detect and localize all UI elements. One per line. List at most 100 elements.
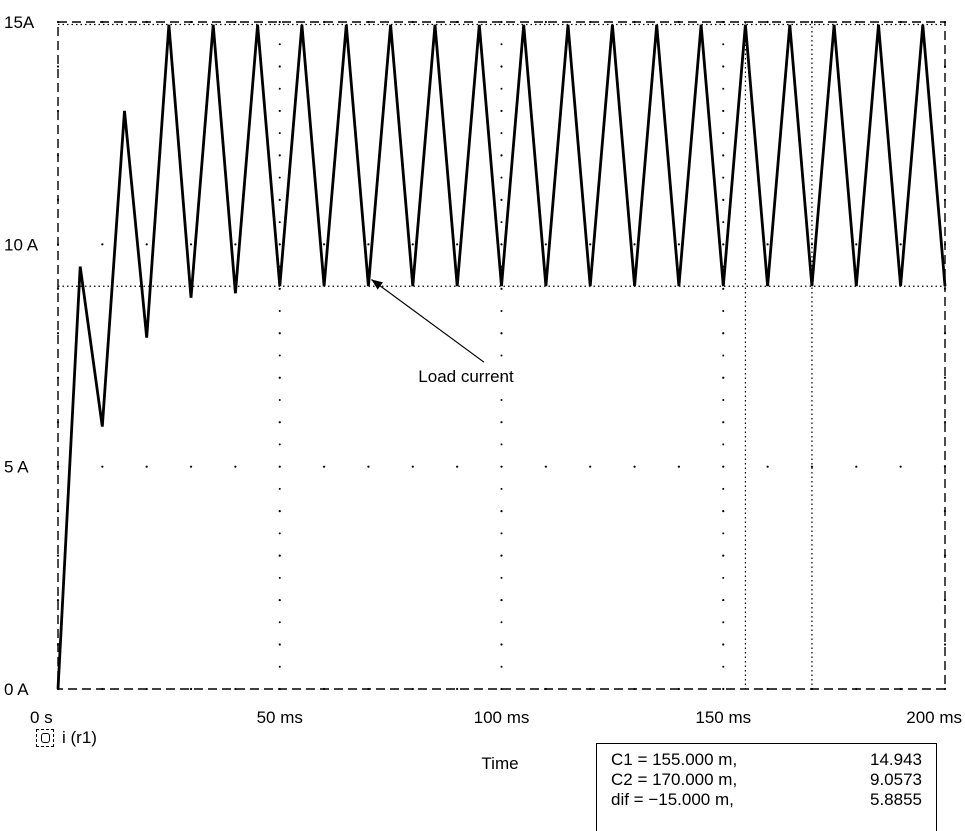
grid-dot xyxy=(722,510,725,513)
grid-dot xyxy=(722,465,725,468)
grid-dot xyxy=(278,487,281,490)
cursor-lines xyxy=(58,22,945,689)
grid-dot xyxy=(500,398,503,401)
grid-dot xyxy=(278,132,281,135)
grid-dot xyxy=(234,465,237,468)
x-axis-label: Time xyxy=(481,754,518,773)
grid-dot xyxy=(500,621,503,624)
cursor-readout-box: C1 = 155.000 m, 14.943 C2 = 170.000 m, 9… xyxy=(596,743,937,831)
cursor-row-dif: dif = −15.000 m, 5.8855 xyxy=(611,790,922,810)
grid-dot xyxy=(722,354,725,357)
grid-dot xyxy=(500,421,503,424)
grid-dot xyxy=(722,109,725,113)
grid-dot xyxy=(101,243,104,246)
grid-dot xyxy=(722,643,725,646)
grid-dot xyxy=(56,287,60,290)
grid-dot xyxy=(278,65,281,68)
grid-dot xyxy=(500,376,503,379)
grid-dot xyxy=(500,465,503,468)
grid-dot xyxy=(722,554,725,557)
grid-dot xyxy=(855,465,858,468)
grid-dot xyxy=(367,465,370,468)
grid-dot xyxy=(722,154,725,157)
grid-dot xyxy=(500,65,503,68)
grid-dot xyxy=(323,465,326,468)
grid-dot xyxy=(367,243,370,246)
grid-dot xyxy=(766,465,769,468)
grid-dot xyxy=(278,20,281,24)
grid-dot xyxy=(456,465,459,468)
grid-dot xyxy=(278,221,281,224)
grid-dot xyxy=(278,643,281,646)
grid-dot xyxy=(145,465,148,468)
annotation-label: Load current xyxy=(418,367,514,386)
grid-dot xyxy=(544,465,547,468)
grid-dot xyxy=(56,65,60,68)
grid-dot xyxy=(500,198,503,201)
annotation-arrow-line xyxy=(371,278,485,363)
grid-dot xyxy=(500,332,503,335)
grid-dot xyxy=(500,443,503,446)
grid-dot xyxy=(677,465,681,468)
grid-dot xyxy=(500,510,503,513)
grid-dot xyxy=(722,421,725,424)
grid-dot xyxy=(323,243,326,246)
annotation-arrow-head xyxy=(371,279,383,290)
cursor-c1-label: C1 = 155.000 m, xyxy=(611,750,738,769)
grid-dot xyxy=(766,20,769,24)
grid-dot xyxy=(500,554,503,557)
grid-dot xyxy=(278,465,281,468)
grid-dot xyxy=(500,310,503,313)
grid-dot xyxy=(722,487,725,490)
grid-dot xyxy=(500,132,503,135)
grid-dot xyxy=(943,643,947,646)
grid-dot xyxy=(943,154,947,157)
grid-dot xyxy=(722,243,725,246)
grid-dot xyxy=(278,243,281,246)
grid-dot xyxy=(943,421,947,424)
grid-dot xyxy=(278,198,281,201)
legend-marker-icon xyxy=(36,729,54,747)
grid-dot xyxy=(500,643,503,646)
grid-dot xyxy=(456,243,459,246)
grid-dot xyxy=(500,287,503,290)
series-line-0 xyxy=(56,24,947,690)
grid-dot xyxy=(278,510,281,513)
grid-dot xyxy=(899,465,902,468)
legend: i (r1) xyxy=(36,728,97,748)
grid-dot xyxy=(500,43,503,46)
y-tick-label: 5 A xyxy=(4,458,29,477)
x-tick-label: 0 s xyxy=(30,708,53,727)
grid-dot xyxy=(411,465,414,468)
cursor-dif-label: dif = −15.000 m, xyxy=(611,790,734,809)
grid-dot xyxy=(234,243,237,246)
grid-dot xyxy=(278,376,281,379)
y-tick-label: 10 A xyxy=(4,235,39,254)
grid-dot xyxy=(722,198,725,201)
x-tick-label: 50 ms xyxy=(257,708,303,727)
grid-dot xyxy=(899,243,902,246)
grid-dot xyxy=(722,87,725,90)
grid-dot xyxy=(278,421,281,424)
grid-dot xyxy=(722,665,725,668)
grid-dot xyxy=(278,554,281,557)
grid-dot xyxy=(589,243,592,246)
annotation: Load current xyxy=(371,278,514,386)
grid-dot xyxy=(234,687,237,691)
grid-dot xyxy=(500,221,503,224)
grid-dot xyxy=(722,687,725,691)
grid-dot xyxy=(633,243,636,246)
grid-dot xyxy=(411,243,414,246)
grid-dot xyxy=(722,532,725,535)
grid-dot xyxy=(722,221,725,224)
grid-dot xyxy=(722,65,725,68)
grid-dot xyxy=(278,176,281,179)
grid xyxy=(56,20,947,691)
grid-dot xyxy=(722,376,725,379)
grid-dot xyxy=(278,598,281,602)
grid-dot xyxy=(544,243,547,246)
grid-dot xyxy=(722,287,725,290)
grid-dot xyxy=(722,43,725,46)
grid-dot xyxy=(278,332,281,335)
